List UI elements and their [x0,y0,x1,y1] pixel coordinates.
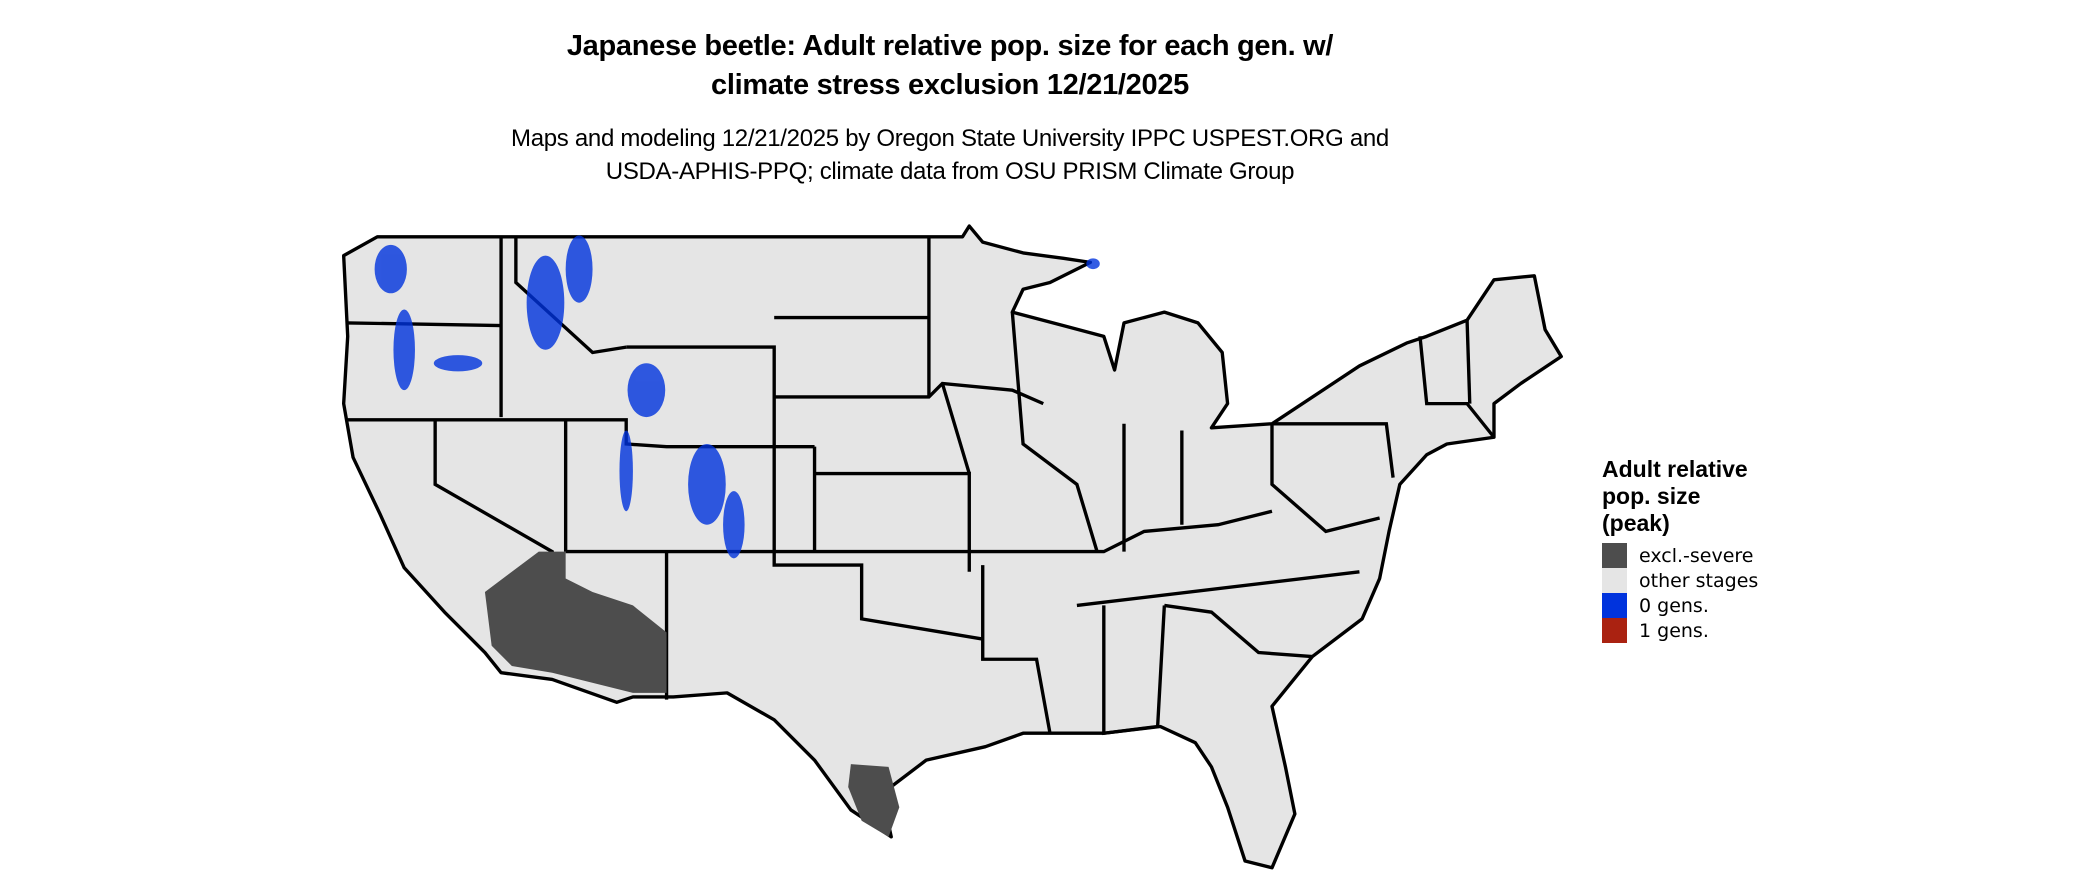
legend-item-0-gens: 0 gens. [1602,593,1758,618]
excl-severe-areas [484,551,900,837]
legend-swatch [1602,543,1627,568]
legend-swatch [1602,593,1627,618]
legend-item-1-gens: 1 gens. [1602,618,1758,643]
map-subtitle-line-2: USDA-APHIS-PPQ; climate data from OSU PR… [605,158,1295,185]
map-subtitle-line-1: Maps and modeling 12/21/2025 by Oregon S… [511,125,1389,152]
legend-swatch [1602,568,1627,593]
legend-swatch [1602,618,1627,643]
legend-item-excl-severe: excl.-severe [1602,543,1758,568]
zero-gens-areas [374,235,1100,559]
map-legend: Adult relative pop. size (peak) excl.-se… [1602,456,1758,643]
state-borders [347,236,1496,736]
map-title-line-1: Japanese beetle: Adult relative pop. siz… [566,30,1334,62]
legend-title: Adult relative pop. size (peak) [1602,456,1748,536]
legend-item-other-stages: other stages [1602,568,1758,593]
map-title-line-2: climate stress exclusion 12/21/2025 [711,69,1189,101]
us-land [341,224,1563,870]
